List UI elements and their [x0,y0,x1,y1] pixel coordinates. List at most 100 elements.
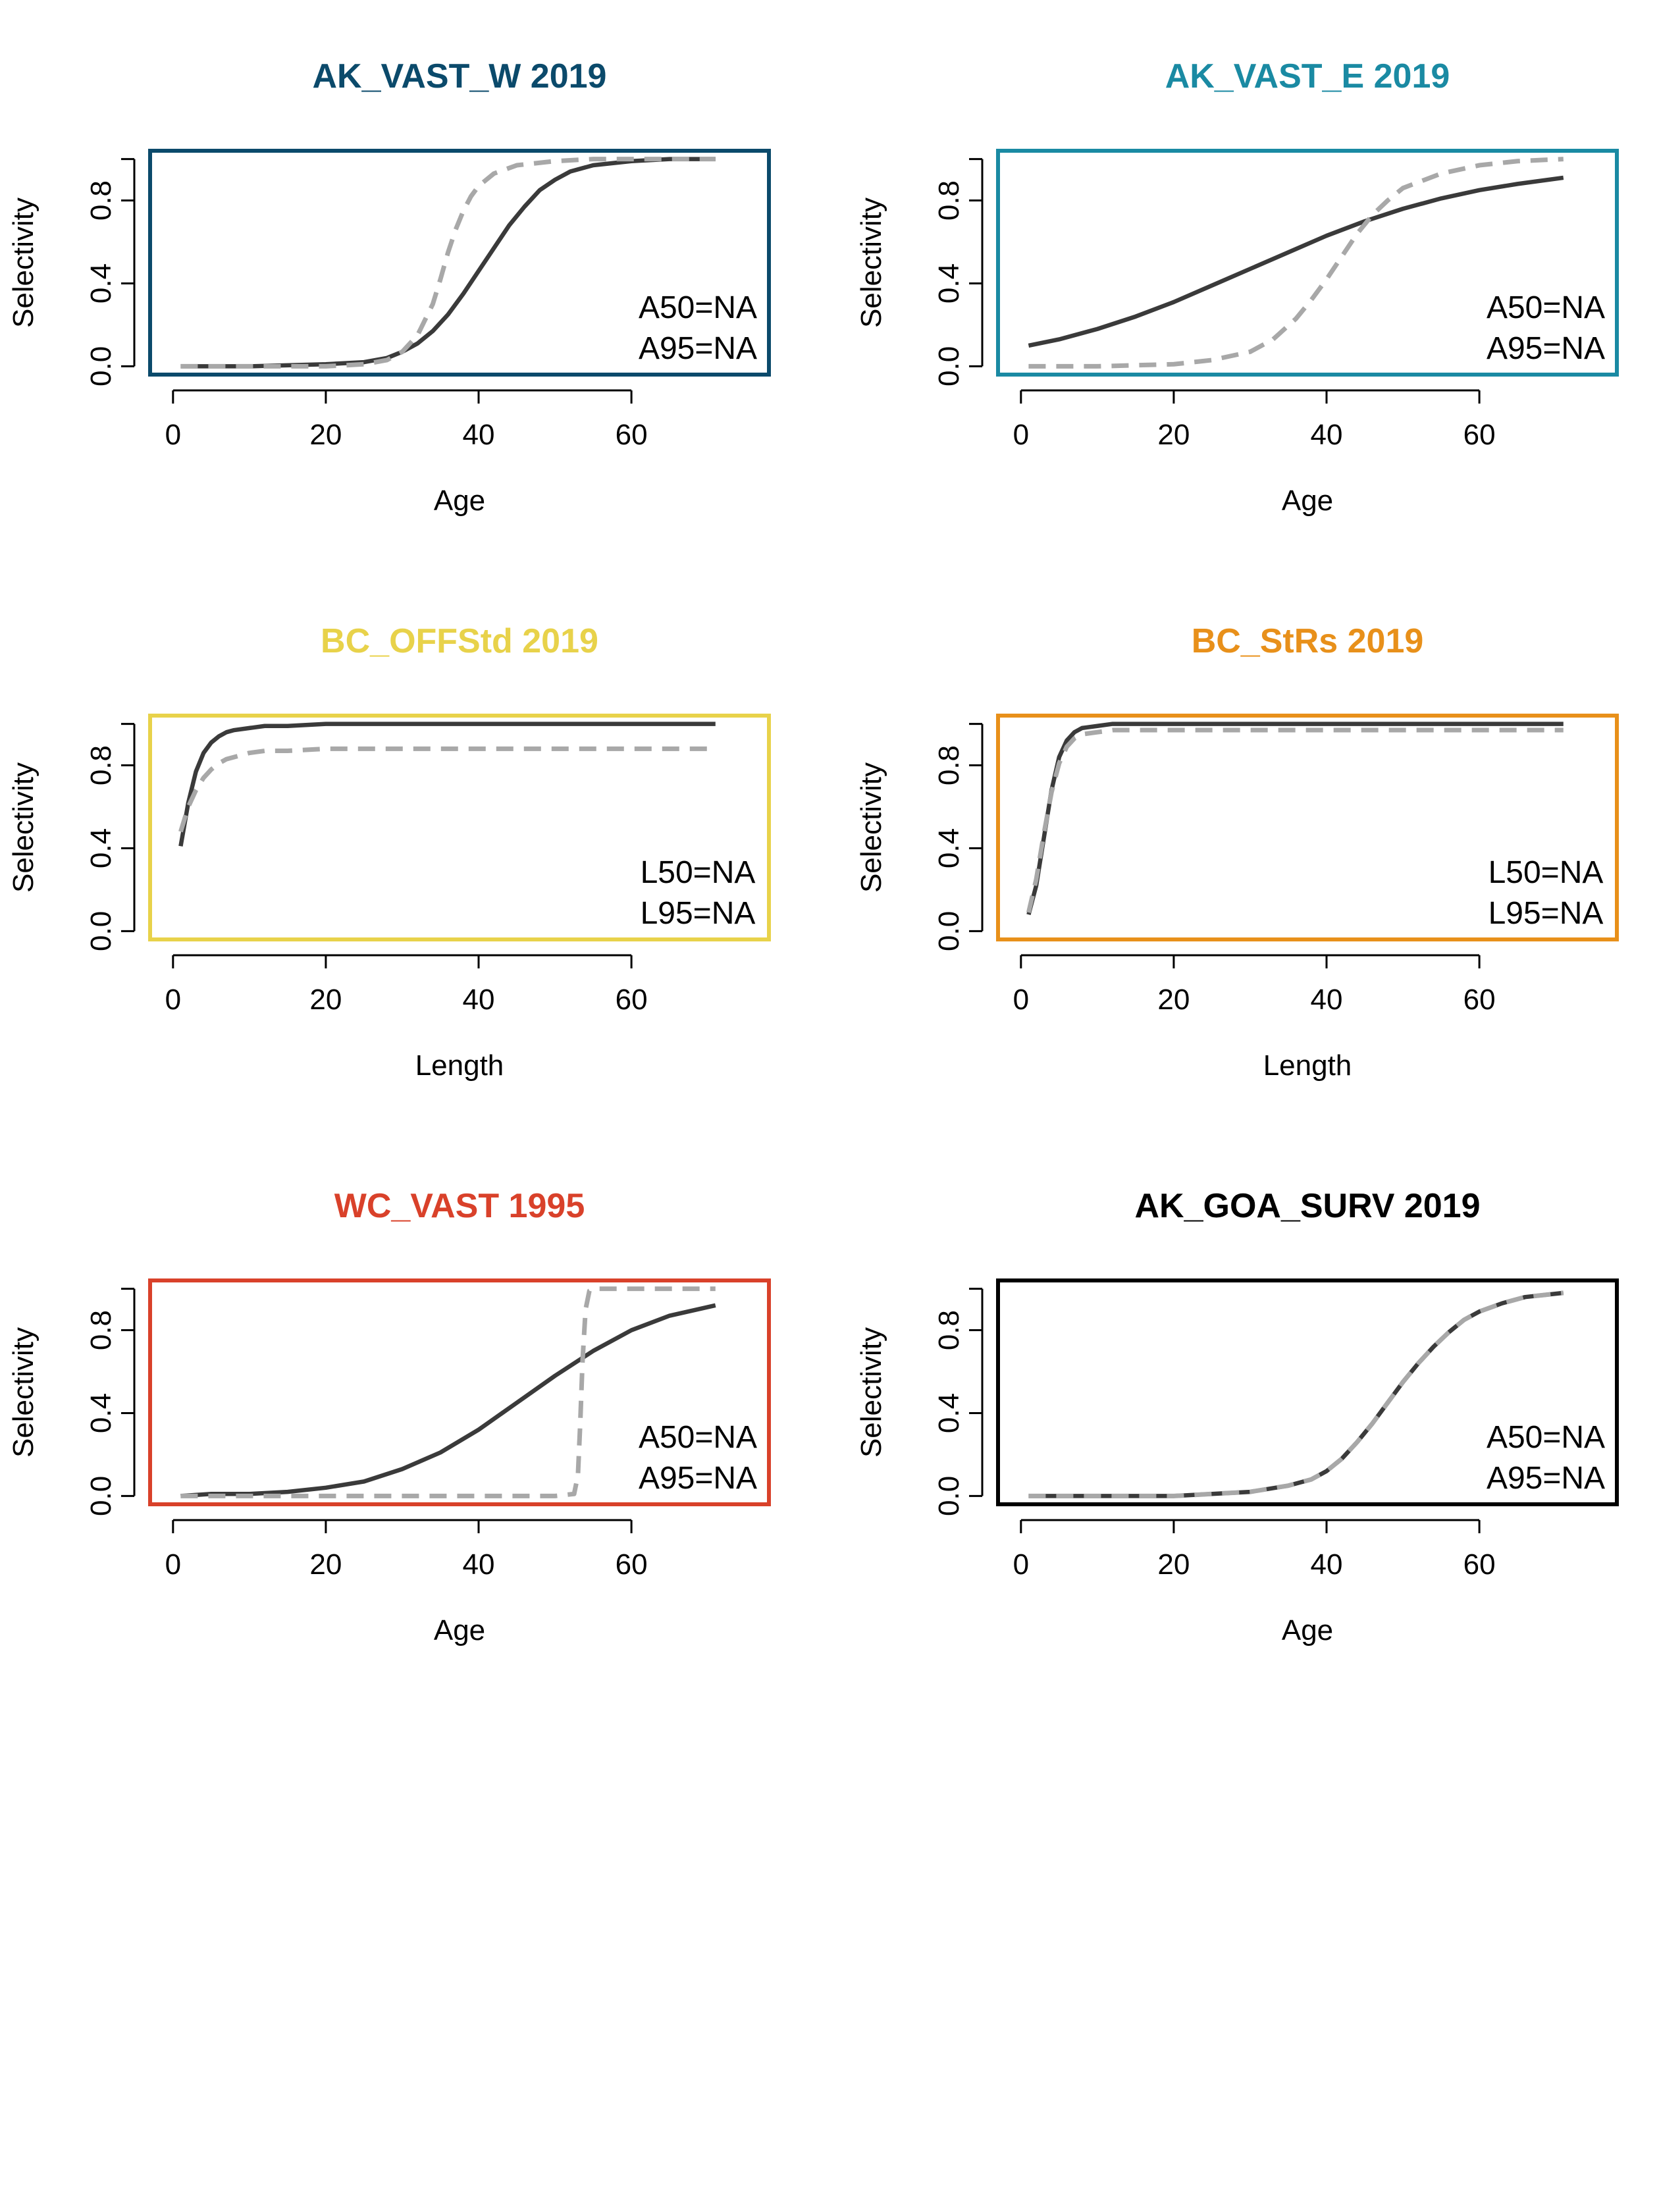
x-tick-label: 60 [616,1548,648,1581]
panel-title: AK_VAST_W 2019 [313,57,607,95]
y-axis-label: Selectivity [7,762,40,893]
x-tick-label: 0 [1013,1548,1029,1581]
y-tick-label: 0.0 [933,911,965,951]
y-axis-label: Selectivity [855,1327,887,1458]
x-tick-label: 40 [1311,984,1343,1016]
x-tick-label: 20 [309,1548,342,1581]
plot-frame [148,149,771,377]
panel-title: BC_OFFStd 2019 [321,622,598,660]
annotation-text: A50=NA [1487,1420,1605,1455]
x-tick-label: 40 [1311,1548,1343,1581]
y-tick-label: 0.4 [85,1393,117,1433]
y-tick-label: 0.4 [933,1393,965,1433]
annotation-text: A50=NA [639,290,757,325]
panel-4: BC_StRs 2019 0 20 40 60 Length 0.0 0.4 0.8 Select… [855,622,1619,1082]
x-axis-label: Length [1263,1049,1352,1082]
annotation-text: L50=NA [641,855,756,890]
x-axis-label: Age [1282,485,1333,517]
plot-frame [148,714,771,941]
x-tick-label: 0 [165,984,181,1016]
y-tick-label: 0.0 [85,1476,117,1516]
y-axis-label: Selectivity [855,762,887,893]
panel-title: BC_StRs 2019 [1192,622,1424,660]
y-axis-label: Selectivity [7,198,40,328]
series-line-2 [1028,1290,1564,1498]
x-tick-label: 0 [165,419,181,451]
y-axis: 0.0 0.4 0.8 [85,723,136,951]
panel-5: WC_VAST 1995 0 20 40 60 Age 0.0 0.4 0.8 Selectivi… [7,1187,771,1646]
x-axis-label: Age [1282,1614,1333,1646]
x-tick-label: 60 [616,419,648,451]
x-axis: 0 20 40 60 [165,1519,648,1581]
panel-title: AK_GOA_SURV 2019 [1134,1187,1480,1225]
x-axis-label: Age [434,485,485,517]
panel-title: WC_VAST 1995 [334,1187,585,1225]
y-axis-label: Selectivity [855,198,887,328]
x-tick-label: 20 [1157,984,1190,1016]
panel-2: AK_VAST_E 2019 0 20 40 60 Age 0.0 0.4 0.8 Selecti… [855,57,1619,517]
annotation-text: L95=NA [641,896,756,931]
y-axis: 0.0 0.4 0.8 [85,1288,136,1516]
x-tick-label: 0 [165,1548,181,1581]
plot-frame [996,149,1619,377]
x-axis-label: Age [434,1614,485,1646]
y-tick-label: 0.4 [85,263,117,303]
x-tick-label: 60 [1463,419,1496,451]
y-axis: 0.0 0.4 0.8 [933,1288,984,1516]
x-axis-label: Length [415,1049,504,1082]
series-line-2 [180,157,716,369]
series-line-1 [180,157,716,369]
x-axis: 0 20 40 60 [1013,954,1496,1016]
x-tick-label: 20 [1157,419,1190,451]
x-axis: 0 20 40 60 [165,954,648,1016]
plot-frame [148,1278,771,1506]
y-axis: 0.0 0.4 0.8 [85,158,136,386]
x-tick-label: 0 [1013,984,1029,1016]
series-line-1 [1028,175,1564,348]
x-tick-label: 40 [1311,419,1343,451]
y-tick-label: 0.4 [933,263,965,303]
plot-frame [996,1278,1619,1506]
x-axis: 0 20 40 60 [1013,389,1496,451]
annotation-text: A95=NA [639,331,757,366]
annotation-text: A50=NA [1487,290,1605,325]
panel-6: AK_GOA_SURV 2019 0 20 40 60 Age 0.0 0.4 0.8 Selec… [855,1187,1619,1646]
x-tick-label: 20 [309,984,342,1016]
annotation-text: A50=NA [639,1420,757,1455]
y-tick-label: 0.8 [933,180,965,221]
y-axis-label: Selectivity [7,1327,40,1458]
x-tick-label: 60 [1463,1548,1496,1581]
x-axis: 0 20 40 60 [1013,1519,1496,1581]
annotation-text: A95=NA [1487,331,1605,366]
series-line-1 [180,1303,716,1498]
series-line-2 [1026,727,1564,913]
series-line-2 [180,1286,716,1498]
y-axis: 0.0 0.4 0.8 [933,158,984,386]
series-line-2 [1028,157,1564,369]
y-tick-label: 0.4 [85,828,117,868]
y-tick-label: 0.8 [85,1310,117,1350]
plot-frame [996,714,1619,941]
series-line-1 [178,722,716,847]
panel-3: BC_OFFStd 2019 0 20 40 60 Length 0.0 0.4 0.8 Sele… [7,622,771,1082]
series-line-2 [178,746,716,833]
panel-1: AK_VAST_W 2019 0 20 40 60 Age 0.0 0.4 0.8 Selecti… [7,57,771,517]
y-tick-label: 0.0 [85,346,117,386]
x-tick-label: 20 [309,419,342,451]
x-tick-label: 60 [616,984,648,1016]
y-axis: 0.0 0.4 0.8 [933,723,984,951]
x-tick-label: 20 [1157,1548,1190,1581]
x-axis: 0 20 40 60 [165,389,648,451]
y-tick-label: 0.8 [933,1310,965,1350]
y-tick-label: 0.0 [933,346,965,386]
y-tick-label: 0.8 [85,180,117,221]
y-tick-label: 0.0 [933,1476,965,1516]
x-tick-label: 40 [463,1548,495,1581]
series-line-1 [1028,1290,1564,1498]
annotation-text: L50=NA [1488,855,1604,890]
series-line-1 [1026,722,1564,916]
annotation-text: L95=NA [1488,896,1604,931]
annotation-text: A95=NA [1487,1461,1605,1496]
panel-title: AK_VAST_E 2019 [1165,57,1450,95]
